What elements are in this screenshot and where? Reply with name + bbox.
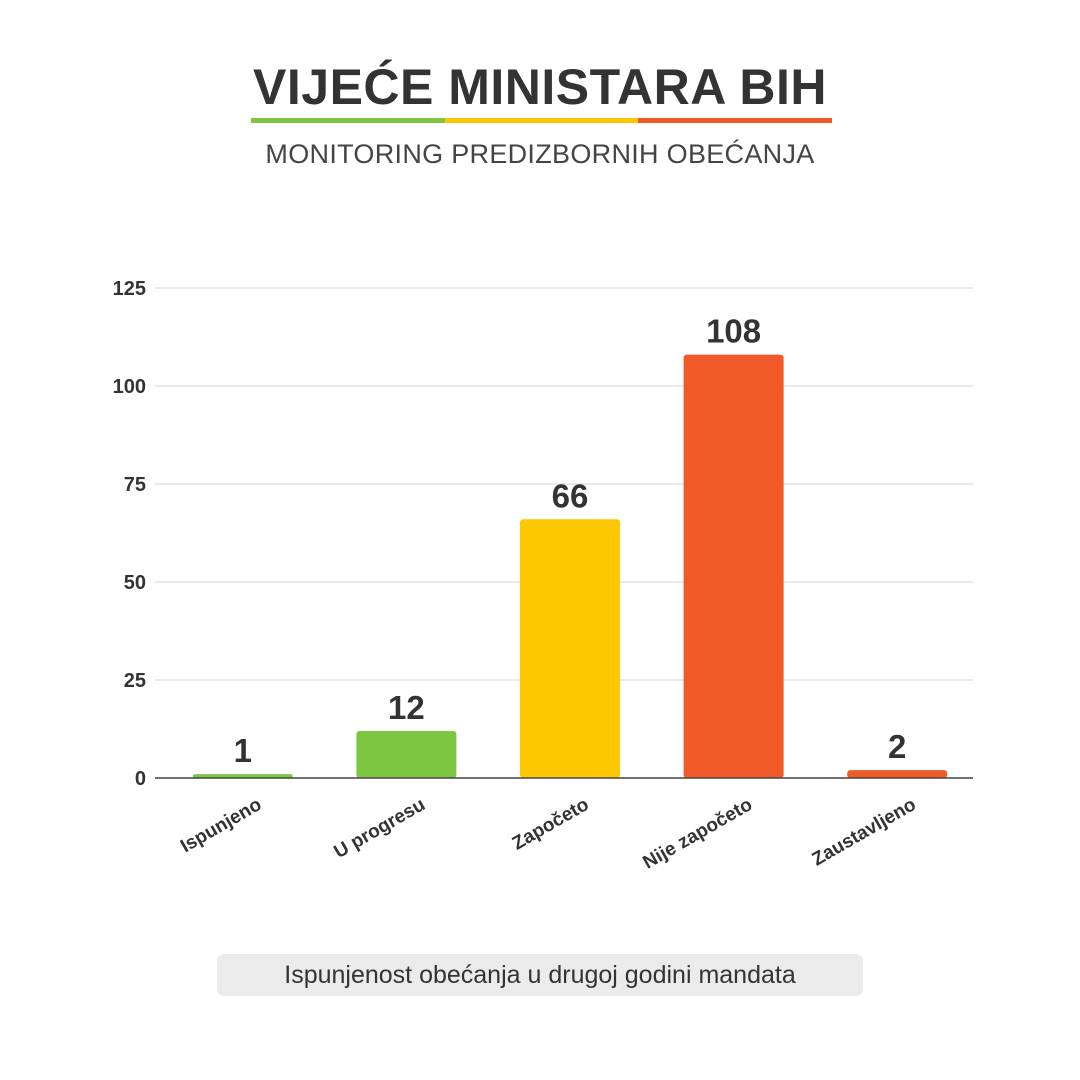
bar bbox=[683, 354, 784, 778]
chart-caption: Ispunjenost obećanja u drugoj godini man… bbox=[217, 954, 863, 996]
bar-chart: 0 25 50 75 100 125 1 12 66 108 2 Ispunjeno U progr… bbox=[113, 278, 973, 874]
chart-subtitle: MONITORING PREDIZBORNIH OBEĆANJA bbox=[265, 139, 815, 169]
y-tick-label: 125 bbox=[113, 278, 146, 300]
x-axis-category-labels: Ispunjeno U progresu Započeto Nije započeto… bbox=[177, 794, 920, 873]
bar-value-label: 108 bbox=[706, 313, 761, 350]
chart-header: VIJEĆE MINISTARA BIH MONITORING PREDIZBO… bbox=[0, 0, 1080, 200]
bar-value-label: 12 bbox=[388, 689, 425, 726]
x-category-label: Zaustavljeno bbox=[809, 794, 920, 870]
bar-value-label: 66 bbox=[552, 477, 589, 514]
chart-title: VIJEĆE MINISTARA BIH bbox=[253, 59, 827, 115]
bar bbox=[356, 730, 457, 778]
y-tick-label: 25 bbox=[124, 670, 146, 692]
x-category-label: Započeto bbox=[509, 794, 593, 854]
y-tick-label: 0 bbox=[135, 768, 146, 790]
bar-value-label: 1 bbox=[234, 732, 252, 769]
tricolor-stripe bbox=[251, 118, 833, 123]
stripe-green bbox=[251, 118, 445, 123]
y-tick-label: 75 bbox=[124, 474, 146, 496]
bar bbox=[192, 774, 293, 778]
bar bbox=[520, 519, 620, 778]
y-axis-tick-labels: 0 25 50 75 100 125 bbox=[113, 278, 146, 790]
bar-value-label: 2 bbox=[888, 728, 906, 765]
bars bbox=[192, 354, 948, 778]
x-category-label: U progresu bbox=[331, 794, 429, 863]
stripe-orange bbox=[638, 118, 833, 123]
stripe-yellow bbox=[444, 118, 639, 123]
x-category-label: Nije započeto bbox=[640, 794, 757, 873]
value-labels: 1 12 66 108 2 bbox=[234, 313, 907, 769]
y-tick-label: 50 bbox=[124, 572, 146, 594]
bar bbox=[847, 770, 948, 778]
y-tick-label: 100 bbox=[113, 376, 146, 398]
x-category-label: Ispunjeno bbox=[177, 794, 265, 857]
